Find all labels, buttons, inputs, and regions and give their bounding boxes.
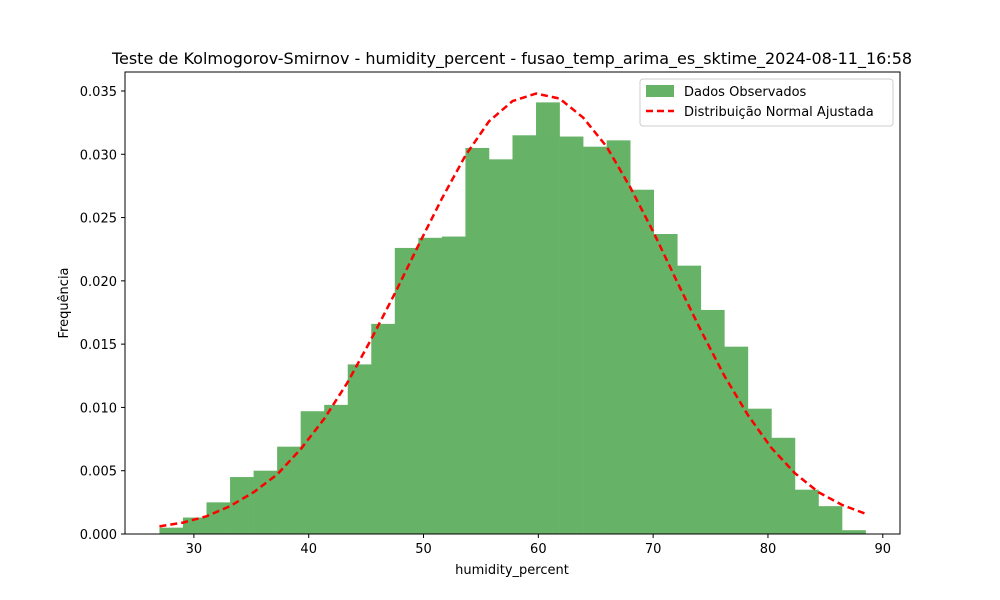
histogram-bar bbox=[277, 446, 301, 534]
histogram-bar bbox=[536, 102, 560, 534]
chart-title: Teste de Kolmogorov-Smirnov - humidity_p… bbox=[111, 49, 912, 69]
histogram-bar bbox=[324, 404, 349, 534]
histogram-bar bbox=[418, 237, 443, 534]
histogram-bar bbox=[300, 411, 325, 534]
y-axis-label: Frequência bbox=[57, 267, 72, 338]
x-axis-label: humidity_percent bbox=[455, 563, 569, 578]
y-tick-label: 0.005 bbox=[80, 465, 117, 480]
histogram-bar bbox=[842, 530, 866, 534]
histogram-bar bbox=[347, 364, 372, 534]
histogram-bar bbox=[253, 470, 278, 534]
y-tick-label: 0.000 bbox=[80, 528, 117, 543]
histogram-bar bbox=[206, 502, 231, 534]
histogram-bar bbox=[653, 234, 678, 535]
histogram-bar bbox=[583, 146, 607, 535]
histogram-bar bbox=[182, 517, 207, 534]
legend: Dados Observados Distribuição Normal Aju… bbox=[639, 78, 894, 127]
histogram-bar bbox=[724, 346, 749, 534]
y-tick-label: 0.030 bbox=[80, 148, 117, 163]
x-tick-label: 60 bbox=[530, 542, 547, 557]
histogram-bar bbox=[677, 265, 702, 534]
histogram-bar bbox=[606, 140, 631, 534]
histogram-bar bbox=[512, 135, 537, 535]
histogram-bar bbox=[747, 408, 772, 534]
y-tick-label: 0.035 bbox=[80, 85, 117, 100]
y-tick-label: 0.020 bbox=[80, 275, 117, 290]
legend-label-normal-curve: Distribuição Normal Ajustada bbox=[684, 105, 874, 120]
histogram-bar bbox=[441, 236, 466, 534]
x-tick-label: 30 bbox=[186, 542, 203, 557]
histogram-bar bbox=[559, 136, 584, 535]
histogram-bar bbox=[771, 437, 796, 534]
legend-swatch-histogram bbox=[646, 85, 674, 97]
histogram-bars bbox=[159, 102, 866, 535]
x-tick-label: 70 bbox=[645, 542, 662, 557]
x-tick-label: 80 bbox=[760, 542, 777, 557]
histogram-bar bbox=[371, 323, 396, 534]
y-tick-label: 0.025 bbox=[80, 212, 117, 227]
legend-label-histogram: Dados Observados bbox=[684, 85, 807, 100]
legend-box bbox=[639, 78, 894, 127]
plot-frame bbox=[124, 71, 901, 535]
histogram-bar bbox=[465, 147, 490, 535]
y-tick-label: 0.015 bbox=[80, 338, 117, 353]
x-tick-label: 90 bbox=[875, 542, 892, 557]
normal-curve bbox=[159, 92, 866, 528]
x-tick-label: 40 bbox=[300, 542, 317, 557]
histogram-bar bbox=[159, 527, 184, 534]
histogram-bar bbox=[630, 189, 655, 534]
histogram-bar bbox=[230, 477, 254, 534]
histogram-bar bbox=[488, 159, 513, 535]
y-tick-label: 0.010 bbox=[80, 401, 117, 416]
histogram-bar bbox=[700, 309, 725, 534]
histogram-bar bbox=[794, 489, 819, 534]
x-tick-label: 50 bbox=[415, 542, 432, 557]
normal-curve-line bbox=[159, 92, 866, 528]
histogram-bar bbox=[394, 247, 419, 534]
y-axis: 0.000 0.005 0.010 0.015 0.020 0.025 0.030 0.035 bbox=[80, 85, 125, 543]
histogram-bar bbox=[818, 506, 843, 534]
x-axis: 30 40 50 60 70 80 90 bbox=[186, 534, 891, 557]
